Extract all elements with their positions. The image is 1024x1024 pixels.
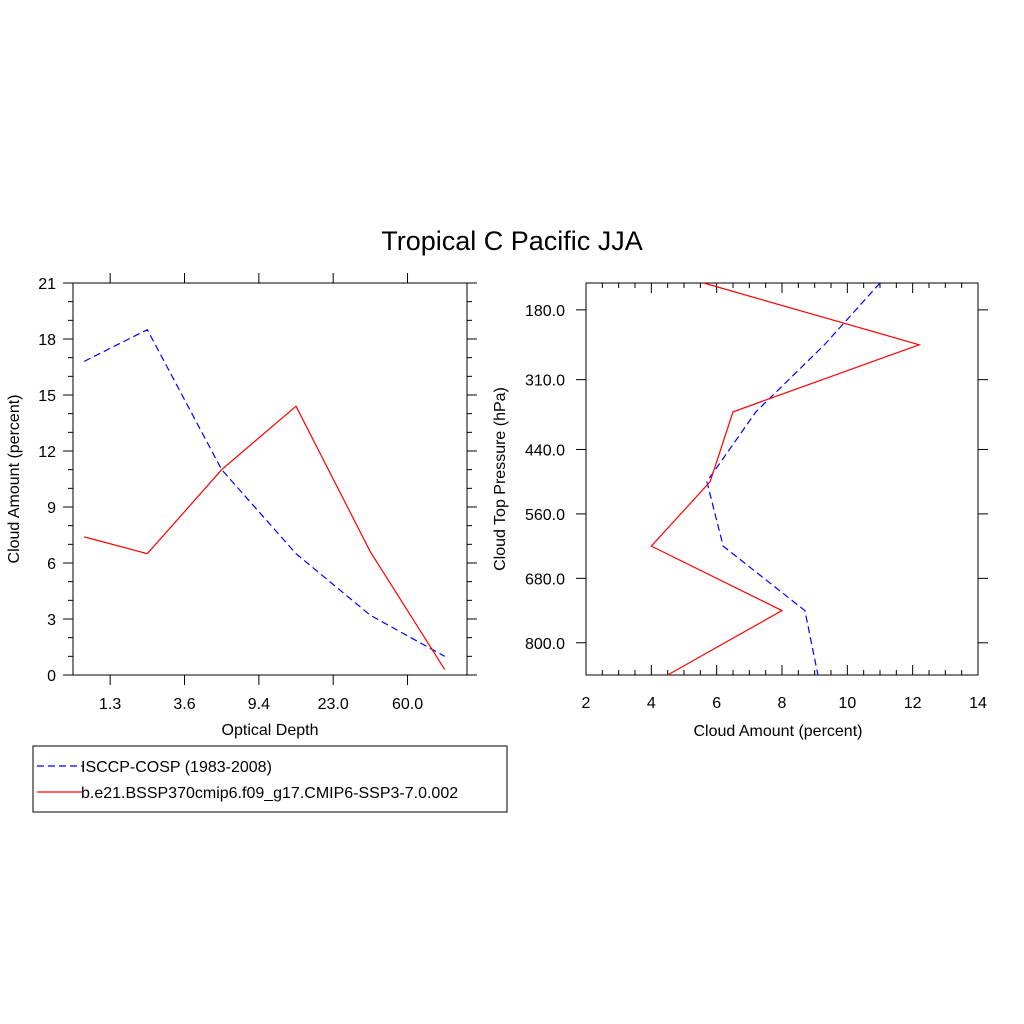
x-tick-label: 4 — [647, 695, 656, 712]
chart-title: Tropical C Pacific JJA — [381, 226, 643, 256]
x-tick-label: 10 — [838, 695, 856, 712]
y-tick-label: 180.0 — [525, 303, 565, 320]
x-tick-label: 8 — [778, 695, 787, 712]
y-tick-label: 680.0 — [525, 571, 565, 588]
x-tick-label: 1.3 — [99, 696, 121, 713]
x-tick-label: 23.0 — [318, 696, 349, 713]
x-tick-label: 60.0 — [392, 696, 423, 713]
y-tick-label: 15 — [38, 388, 56, 405]
y-tick-label: 18 — [38, 332, 56, 349]
optical-depth-panel: 0 3 6 9 12 15 18 21 1.3 3.6 9.4 23.0 60.0 Optical Dep… — [6, 273, 477, 739]
series-line-obs — [706, 282, 881, 676]
y-tick-label: 12 — [38, 444, 56, 461]
x-tick-label: 6 — [712, 695, 721, 712]
x-tick-label: 12 — [904, 695, 922, 712]
legend-box — [32, 745, 508, 813]
y-tick-label: 800.0 — [525, 636, 565, 653]
legend-label-obs: ISCCP-COSP (1983-2008) — [81, 759, 272, 776]
legend-label-model: b.e21.BSSP370cmip6.f09_g17.CMIP6-SSP3-7.… — [81, 785, 458, 802]
cloud-top-pressure-panel: 2 4 6 8 10 12 14 180.0 310.0 440.0 560.0 680.0 800.0… — [492, 282, 988, 740]
x-tick-label: 9.4 — [248, 696, 270, 713]
y-tick-label: 9 — [47, 500, 56, 517]
x-axis-label: Cloud Amount (percent) — [694, 723, 863, 740]
y-tick-label: 21 — [38, 276, 56, 293]
y-axis-label: Cloud Amount (percent) — [6, 395, 23, 564]
y-tick-label: 3 — [47, 612, 56, 629]
series-line-model — [650, 282, 922, 676]
series-line-model — [83, 405, 446, 670]
x-tick-label: 14 — [969, 695, 987, 712]
y-tick-label: 560.0 — [525, 507, 565, 524]
x-tick-label: 3.6 — [173, 696, 195, 713]
y-axis-label: Cloud Top Pressure (hPa) — [492, 387, 509, 571]
y-tick-label: 440.0 — [525, 442, 565, 459]
y-tick-label: 0 — [47, 668, 56, 685]
y-tick-label: 6 — [47, 556, 56, 573]
x-axis-label: Optical Depth — [222, 722, 319, 739]
series-line-obs — [83, 328, 445, 657]
x-tick-label: 2 — [582, 695, 591, 712]
y-tick-label: 310.0 — [525, 373, 565, 390]
plot-frame — [72, 282, 468, 676]
plot-frame — [585, 282, 979, 676]
legend: ISCCP-COSP (1983-2008) b.e21.BSSP370cmip… — [32, 745, 508, 813]
